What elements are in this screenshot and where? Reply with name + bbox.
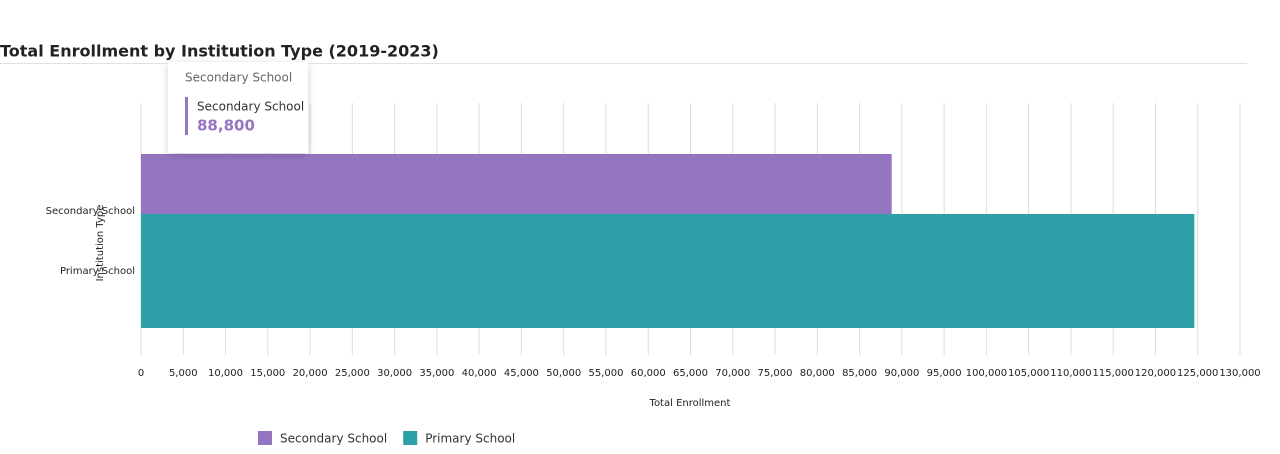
- x-tick-label: 65,000: [673, 368, 708, 379]
- legend: Secondary School Primary School: [258, 431, 515, 446]
- y-axis-title: Institution Type: [95, 205, 106, 282]
- bar: [141, 214, 1195, 328]
- y-tick-label: Secondary School: [46, 206, 135, 217]
- chart-title: Total Enrollment by Institution Type (20…: [0, 42, 439, 61]
- x-tick-label: 80,000: [800, 368, 835, 379]
- x-tick-label: 45,000: [504, 368, 539, 379]
- x-tick-label: 55,000: [588, 368, 623, 379]
- tooltip-accent: [185, 97, 188, 135]
- plot-area: 0 5,000 10,000 15,000 20,000 25,000 30,000 35,0…: [46, 103, 1261, 379]
- x-tick-label: 50,000: [546, 368, 581, 379]
- y-tick-label: Primary School: [60, 266, 135, 277]
- x-tick-label: 20,000: [293, 368, 328, 379]
- legend-swatch: [258, 431, 272, 445]
- x-tick-label: 35,000: [419, 368, 454, 379]
- x-axis-title: Total Enrollment: [649, 398, 731, 409]
- x-tick-label: 75,000: [758, 368, 793, 379]
- x-tick-label: 105,000: [1008, 368, 1049, 379]
- x-tick-label: 95,000: [927, 368, 962, 379]
- tooltip-value: 88,800: [197, 117, 255, 135]
- legend-label: Secondary School: [280, 432, 387, 446]
- x-tick-label: 70,000: [715, 368, 750, 379]
- x-tick-label: 60,000: [631, 368, 666, 379]
- x-tick-label: 10,000: [208, 368, 243, 379]
- x-tick-label: 0: [138, 368, 144, 379]
- x-tick-label: 85,000: [842, 368, 877, 379]
- x-tick-label: 100,000: [966, 368, 1007, 379]
- legend-label: Primary School: [425, 432, 515, 446]
- x-tick-label: 120,000: [1135, 368, 1176, 379]
- bar: [141, 154, 892, 214]
- x-tick-label: 130,000: [1219, 368, 1260, 379]
- tooltip-box: [168, 62, 308, 153]
- x-tick-label: 110,000: [1050, 368, 1091, 379]
- x-tick-label: 115,000: [1093, 368, 1134, 379]
- tooltip-title: Secondary School: [185, 71, 292, 85]
- x-tick-label: 125,000: [1177, 368, 1218, 379]
- tooltip-series: Secondary School: [197, 100, 304, 114]
- x-tick-label: 5,000: [169, 368, 198, 379]
- x-tick-label: 25,000: [335, 368, 370, 379]
- legend-swatch: [403, 431, 418, 445]
- tooltip: Secondary School Secondary School 88,800: [168, 62, 308, 153]
- x-tick-label: 40,000: [462, 368, 497, 379]
- x-tick-label: 30,000: [377, 368, 412, 379]
- x-tick-label: 15,000: [250, 368, 285, 379]
- x-tick-label: 90,000: [884, 368, 919, 379]
